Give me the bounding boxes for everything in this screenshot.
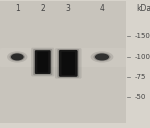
Text: 4: 4: [100, 4, 104, 13]
Text: -150: -150: [134, 33, 150, 39]
Text: -50: -50: [134, 94, 146, 100]
Ellipse shape: [7, 51, 27, 63]
Ellipse shape: [11, 54, 24, 60]
Text: -75: -75: [134, 74, 146, 80]
Text: kDa: kDa: [136, 4, 150, 13]
Text: -100: -100: [134, 54, 150, 60]
Ellipse shape: [95, 54, 109, 60]
Text: 3: 3: [66, 4, 71, 13]
Ellipse shape: [10, 53, 25, 61]
FancyBboxPatch shape: [61, 52, 75, 75]
Text: 2: 2: [40, 4, 45, 13]
FancyBboxPatch shape: [31, 48, 54, 76]
Text: 1: 1: [15, 4, 20, 13]
FancyBboxPatch shape: [0, 1, 126, 123]
FancyBboxPatch shape: [37, 52, 48, 72]
FancyBboxPatch shape: [33, 49, 52, 75]
FancyBboxPatch shape: [55, 48, 82, 79]
FancyBboxPatch shape: [35, 50, 51, 74]
Ellipse shape: [91, 51, 113, 63]
Ellipse shape: [93, 53, 111, 61]
FancyBboxPatch shape: [0, 48, 126, 67]
FancyBboxPatch shape: [59, 50, 78, 77]
FancyBboxPatch shape: [57, 49, 79, 78]
